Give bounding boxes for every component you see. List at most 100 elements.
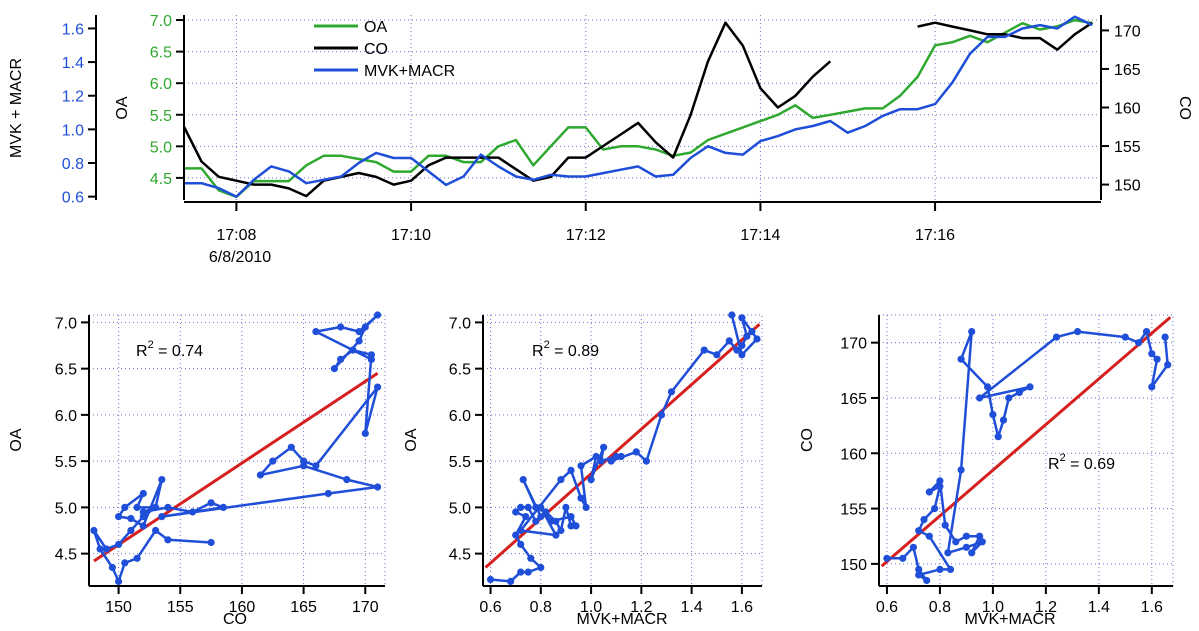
data-point (507, 577, 515, 586)
data-point (207, 499, 215, 507)
data-point (115, 513, 123, 521)
data-point (287, 443, 295, 451)
data-point (133, 554, 141, 562)
data-point (1135, 339, 1143, 347)
tick-label-x: 160 (229, 599, 256, 616)
data-point (115, 540, 123, 549)
data-point (1161, 333, 1169, 341)
data-point (572, 522, 580, 530)
plot-frame (88, 314, 386, 587)
data-point (657, 411, 666, 419)
data-point (909, 543, 918, 551)
scatter2-annotation: R2 = 0.89 (532, 339, 599, 360)
data-point (976, 394, 984, 402)
data-point (542, 508, 550, 516)
data-point (164, 503, 172, 511)
data-point (989, 411, 997, 419)
data-point (517, 503, 525, 511)
data-point (899, 554, 907, 562)
legend-label-co: CO (364, 41, 388, 58)
tick-label-left-inner: 5.0 (150, 139, 172, 156)
data-point (667, 388, 676, 396)
data-point (592, 452, 600, 461)
data-trace (886, 330, 1169, 582)
data-point (164, 536, 172, 544)
scatter1-gridlines (88, 314, 386, 587)
data-point (925, 532, 933, 540)
data-point (330, 365, 338, 373)
tick-label-left-inner: 6.0 (150, 76, 172, 93)
tick-label-x: 17:10 (391, 227, 431, 244)
scatter1-annotation: R2 = 0.74 (136, 339, 203, 360)
data-point (582, 503, 590, 511)
data-point (552, 517, 560, 525)
tick-label-y: 150 (840, 557, 867, 574)
tick-label-x: 17:08 (216, 227, 256, 244)
tick-label-right: 170 (1114, 23, 1141, 40)
scatter3-gridlines (878, 314, 1174, 587)
data-point (486, 575, 495, 584)
data-point (738, 314, 746, 322)
data-point (343, 476, 351, 484)
tick-label-right: 160 (1114, 101, 1141, 118)
tick-label-x: 0.8 (929, 599, 951, 616)
data-point (733, 346, 741, 354)
data-point (115, 577, 123, 586)
data-point (361, 429, 369, 437)
tick-label-right: 150 (1114, 178, 1141, 195)
data-point (748, 328, 756, 336)
data-point (915, 527, 923, 535)
data-point (312, 462, 320, 470)
tick-label-x: 17:16 (915, 227, 955, 244)
tick-label-x: 1.0 (982, 599, 1004, 616)
timeseries-chart: 0.6 0.8 1.0 1.2 1.4 1.6 4.5 5.0 5.5 6.0 6.5 7.0 150 1… (8, 13, 1193, 266)
data-point (941, 521, 949, 529)
data-point (976, 532, 984, 540)
data-point (519, 476, 527, 484)
fit-line (880, 316, 1172, 568)
data-point (728, 311, 736, 319)
data-point (587, 476, 595, 484)
data-point (915, 571, 923, 579)
scatter2-fit (484, 323, 761, 569)
data-point (944, 549, 952, 557)
data-point (152, 526, 160, 535)
scatter1-axes: 4.5 5.0 5.5 6.0 6.5 7.0 150 155 160 165 170 (55, 315, 385, 616)
data-point (355, 328, 363, 336)
data-point (189, 508, 197, 516)
scatter1-ylabel: OA (8, 428, 25, 451)
tick-label-x: 150 (105, 599, 132, 616)
data-point (127, 514, 135, 523)
data-point (374, 383, 382, 391)
data-point (984, 383, 992, 391)
tick-label-x: 17:12 (566, 227, 606, 244)
data-point (1015, 388, 1024, 396)
left-inner-axis-label: OA (114, 96, 131, 119)
tick-label-left-outer: 1.4 (62, 55, 84, 72)
data-point (96, 545, 104, 553)
tick-label-right: 165 (1114, 62, 1141, 79)
scatter1-xlabel: CO (223, 611, 247, 628)
tick-label-y: 160 (840, 446, 867, 463)
data-point (139, 522, 147, 530)
data-point (361, 323, 369, 331)
data-point (269, 457, 277, 465)
tick-label-y: 4.5 (449, 547, 471, 564)
series-line-oa (184, 18, 1093, 199)
tick-label-left-outer: 1.2 (62, 89, 84, 106)
data-point (725, 337, 733, 345)
data-point (374, 311, 382, 319)
tick-label-left-inner: 6.5 (150, 45, 172, 62)
data-point (567, 522, 575, 530)
x-date-label: 6/8/2010 (209, 249, 271, 266)
data-point (936, 477, 944, 485)
right-axis-label: CO (1176, 96, 1193, 120)
data-point (753, 335, 761, 343)
data-point (512, 508, 520, 516)
scatter2-points (486, 311, 761, 586)
scatter3-fit (880, 316, 1172, 568)
data-point (121, 559, 129, 567)
scatter3-points (883, 328, 1172, 585)
series-line-co (182, 21, 1093, 198)
data-point (537, 513, 545, 521)
